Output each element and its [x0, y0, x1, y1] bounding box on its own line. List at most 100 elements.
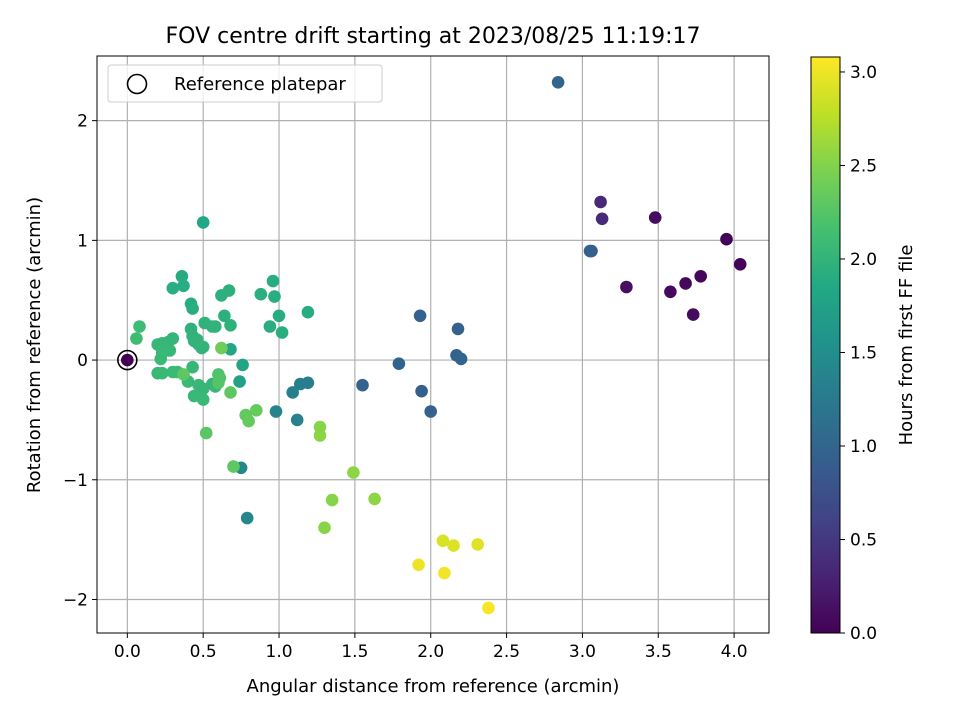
data-point [196, 216, 210, 229]
data-point [290, 413, 304, 427]
data-point [318, 521, 331, 534]
data-point [720, 232, 733, 246]
x-tick-label: 0.5 [190, 642, 217, 662]
data-point [133, 320, 146, 333]
data-point [224, 319, 237, 332]
data-point [275, 326, 289, 339]
data-point [325, 493, 339, 507]
data-point [583, 244, 597, 258]
data-point [233, 375, 246, 388]
y-axis-ticks: −2 −1 0 1 2 [63, 112, 97, 610]
x-tick-label: 3.0 [569, 642, 596, 662]
data-point [551, 76, 565, 89]
data-point [413, 309, 427, 323]
data-point [272, 309, 286, 323]
data-point [733, 258, 747, 271]
data-point [694, 270, 707, 283]
data-point [177, 279, 190, 293]
y-tick-label: −1 [63, 471, 88, 491]
data-point [222, 284, 236, 297]
y-tick-label: 0 [77, 351, 88, 371]
data-point [236, 358, 249, 372]
y-tick-label: 1 [77, 231, 88, 251]
data-point [368, 492, 381, 506]
colorbar-tick-label: 2.5 [850, 156, 877, 176]
data-point [215, 341, 228, 355]
data-point [424, 405, 438, 418]
data-point [254, 287, 268, 301]
data-point [392, 357, 406, 371]
x-tick-label: 2.0 [417, 642, 444, 662]
x-tick-label: 4.0 [721, 642, 748, 662]
data-point [130, 332, 143, 345]
data-point [186, 360, 199, 374]
data-point [268, 290, 281, 303]
data-point [412, 558, 425, 572]
data-points [121, 76, 747, 615]
x-axis-label: Angular distance from reference (arcmin) [247, 676, 620, 697]
data-point [286, 386, 300, 399]
colorbar: 0.0 0.5 1.0 1.5 2.0 2.5 3.0 Hours from first F… [810, 56, 917, 644]
legend-box [107, 64, 383, 103]
data-point [166, 281, 180, 295]
data-point [471, 538, 485, 551]
colorbar-tick-label: 0.5 [850, 530, 877, 550]
data-point [121, 353, 134, 367]
reference-marker [117, 349, 138, 371]
data-point [155, 366, 169, 380]
data-point [301, 305, 315, 319]
data-point [224, 386, 237, 399]
y-axis-label: Rotation from reference (arcmin) [24, 197, 45, 493]
y-tick-label: 2 [77, 112, 88, 132]
data-point [266, 274, 280, 288]
data-point [679, 277, 692, 290]
data-point [482, 601, 495, 615]
data-point [454, 352, 468, 366]
colorbar-label: Hours from first FF file [896, 245, 917, 446]
x-tick-label: 0.0 [114, 642, 141, 662]
data-point [451, 322, 465, 336]
legend: Reference platepar [107, 64, 383, 103]
y-tick-label: −2 [63, 590, 88, 610]
data-point [595, 212, 609, 226]
data-point [347, 466, 360, 479]
data-point [218, 309, 231, 323]
data-point [242, 414, 255, 428]
x-axis-ticks: 0.0 0.5 1.0 1.5 2.0 2.5 3.0 3.5 4.0 [114, 633, 748, 662]
data-point [438, 566, 451, 580]
data-point [154, 352, 167, 366]
data-point [240, 511, 254, 525]
x-tick-label: 1.0 [266, 642, 293, 662]
data-point [196, 393, 210, 406]
x-tick-label: 3.5 [645, 642, 672, 662]
colorbar-tick-label: 1.0 [850, 437, 877, 457]
colorbar-tick-label: 0.0 [850, 624, 877, 644]
data-point [447, 539, 460, 552]
data-point [209, 320, 222, 333]
data-point [648, 211, 662, 224]
data-point [415, 384, 428, 398]
data-point [594, 195, 607, 209]
plot-frame [96, 55, 770, 634]
colorbar-tick-label: 2.0 [850, 250, 877, 270]
data-point [356, 378, 369, 392]
legend-entry-label: Reference platepar [174, 74, 346, 95]
legend-open-circle-icon [126, 73, 148, 95]
colorbar-ticks: 0.0 0.5 1.0 1.5 2.0 2.5 3.0 [840, 63, 877, 644]
data-point [249, 404, 263, 417]
colorbar-tick-label: 3.0 [850, 63, 877, 83]
data-point [620, 280, 633, 294]
data-point [199, 426, 213, 440]
data-point [664, 285, 677, 299]
data-point [294, 377, 307, 391]
x-tick-label: 2.5 [493, 642, 520, 662]
x-tick-label: 1.5 [341, 642, 368, 662]
data-point [196, 340, 210, 354]
data-point [436, 534, 450, 548]
colorbar-gradient [810, 56, 841, 634]
data-point [263, 320, 277, 333]
chart-title: FOV centre drift starting at 2023/08/25 … [166, 24, 701, 49]
grid-lines [97, 56, 769, 633]
data-point [177, 368, 190, 381]
